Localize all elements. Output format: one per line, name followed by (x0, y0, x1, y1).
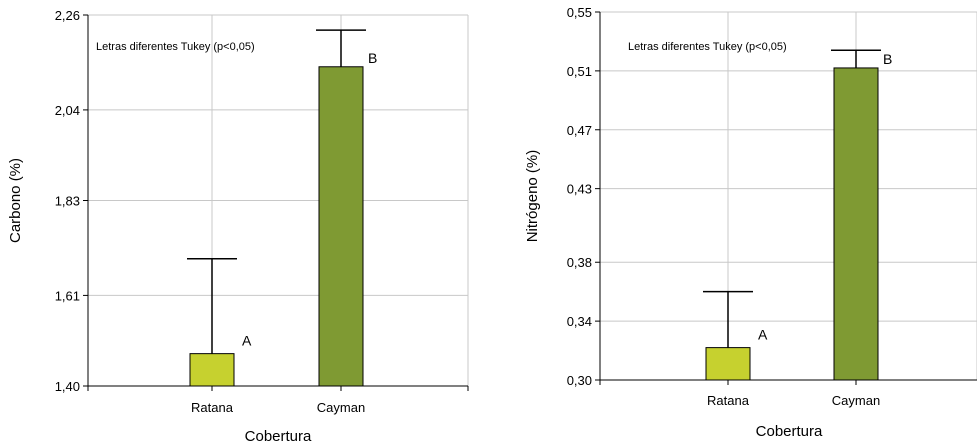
significance-letter-cayman: B (368, 50, 377, 66)
bar-ratana (189, 353, 235, 387)
y-tick-label: 2,26 (55, 8, 80, 23)
x-tick-label: Cayman (832, 393, 880, 408)
y-axis-title: Nitrógeno (%) (524, 150, 541, 243)
y-tick-label: 1,61 (55, 288, 80, 303)
y-axis-title: Carbono (%) (7, 158, 24, 243)
chart-carbono: 1,40 1,61 1,83 2,04 2,26 A Ratana B Cayman Letras… (7, 8, 469, 444)
y-tick-label: 0,30 (567, 373, 592, 388)
y-tick-label: 0,43 (567, 182, 592, 197)
significance-letter-ratana: A (242, 333, 252, 349)
y-tick-label: 0,34 (567, 314, 592, 329)
y-tick-label: 0,55 (567, 5, 592, 20)
x-tick-label: Ratana (707, 393, 750, 408)
bar-cayman (833, 67, 879, 381)
bar-ratana (705, 347, 751, 381)
y-tick-label: 2,04 (55, 103, 80, 118)
y-tick-label: 1,40 (55, 379, 80, 394)
x-tick-label: Ratana (191, 400, 234, 415)
y-tick-label: 0,47 (567, 123, 592, 138)
bar-cayman (318, 66, 364, 387)
significance-letter-cayman: B (883, 51, 892, 67)
significance-letter-ratana: A (758, 327, 768, 343)
y-tick-label: 0,51 (567, 64, 592, 79)
chart-nitrogeno: 0,30 0,34 0,38 0,43 0,47 0,51 0,55 A Ratana B Caym… (524, 5, 977, 440)
x-axis-title: Cobertura (756, 423, 823, 440)
y-tick-label: 0,38 (567, 255, 592, 270)
annotation: Letras diferentes Tukey (p<0,05) (628, 41, 787, 53)
x-tick-label: Cayman (317, 400, 365, 415)
x-axis-title: Cobertura (245, 428, 312, 444)
y-tick-label: 1,83 (55, 194, 80, 209)
annotation: Letras diferentes Tukey (p<0,05) (96, 41, 255, 53)
